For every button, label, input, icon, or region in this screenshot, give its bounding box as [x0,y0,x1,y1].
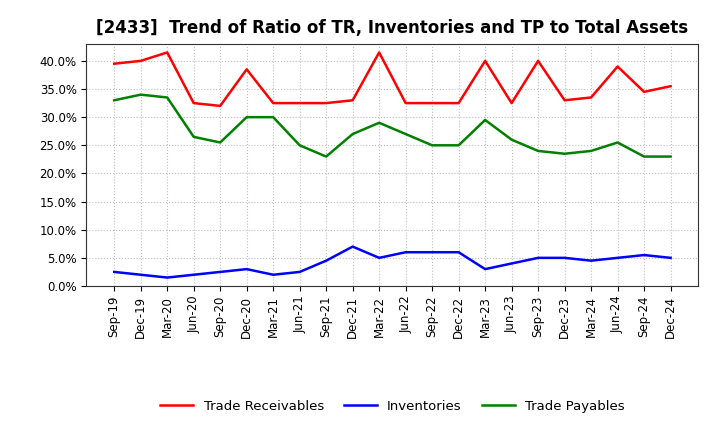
Trade Payables [348,132,357,137]
Trade Receivables [508,100,516,106]
Inventories [163,275,171,280]
Inventories [216,269,225,275]
Inventories [322,258,330,263]
Trade Receivables [322,100,330,106]
Inventories [136,272,145,277]
Trade Receivables [348,98,357,103]
Inventories [189,272,198,277]
Trade Receivables [560,98,569,103]
Inventories [666,255,675,260]
Inventories [560,255,569,260]
Inventories [613,255,622,260]
Trade Payables [136,92,145,97]
Trade Receivables [428,100,436,106]
Trade Payables [587,148,595,154]
Title: [2433]  Trend of Ratio of TR, Inventories and TP to Total Assets: [2433] Trend of Ratio of TR, Inventories… [96,19,688,37]
Trade Payables [508,137,516,142]
Inventories [110,269,119,275]
Trade Receivables [481,58,490,63]
Line: Trade Receivables: Trade Receivables [114,52,670,106]
Trade Payables [110,98,119,103]
Trade Payables [243,114,251,120]
Inventories [587,258,595,263]
Legend: Trade Receivables, Inventories, Trade Payables: Trade Receivables, Inventories, Trade Pa… [155,394,630,418]
Trade Receivables [163,50,171,55]
Trade Receivables [110,61,119,66]
Trade Payables [375,120,384,125]
Trade Payables [269,114,277,120]
Inventories [508,261,516,266]
Trade Payables [666,154,675,159]
Trade Payables [216,140,225,145]
Inventories [401,249,410,255]
Trade Payables [322,154,330,159]
Inventories [481,267,490,272]
Inventories [534,255,542,260]
Inventories [375,255,384,260]
Trade Payables [454,143,463,148]
Trade Receivables [216,103,225,109]
Inventories [348,244,357,249]
Trade Payables [163,95,171,100]
Trade Receivables [666,84,675,89]
Trade Receivables [136,58,145,63]
Trade Payables [428,143,436,148]
Trade Payables [295,143,304,148]
Trade Payables [640,154,649,159]
Line: Inventories: Inventories [114,246,670,278]
Trade Receivables [454,100,463,106]
Trade Payables [189,134,198,139]
Trade Receivables [613,64,622,69]
Trade Receivables [587,95,595,100]
Trade Receivables [189,100,198,106]
Trade Receivables [375,50,384,55]
Trade Receivables [269,100,277,106]
Trade Receivables [401,100,410,106]
Trade Payables [560,151,569,156]
Trade Receivables [243,67,251,72]
Inventories [295,269,304,275]
Trade Receivables [295,100,304,106]
Inventories [454,249,463,255]
Inventories [269,272,277,277]
Trade Payables [481,117,490,123]
Trade Payables [613,140,622,145]
Inventories [243,267,251,272]
Line: Trade Payables: Trade Payables [114,95,670,157]
Inventories [428,249,436,255]
Trade Payables [534,148,542,154]
Trade Payables [401,132,410,137]
Inventories [640,253,649,258]
Trade Receivables [534,58,542,63]
Trade Receivables [640,89,649,95]
